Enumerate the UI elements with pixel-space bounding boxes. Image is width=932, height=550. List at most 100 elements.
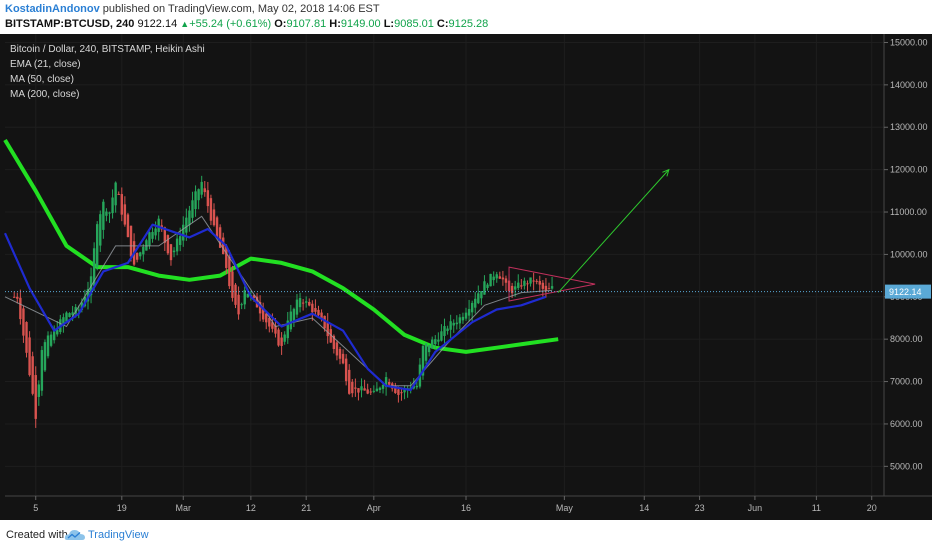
candle-body — [13, 296, 16, 298]
candle-body — [166, 235, 170, 254]
candle-body — [215, 217, 219, 238]
ma50-line — [3, 223, 547, 392]
candle-body — [464, 312, 468, 319]
candle-body — [486, 284, 489, 288]
candle-body — [461, 316, 465, 321]
x-tick-label: 11 — [812, 503, 821, 513]
candle-body — [240, 304, 243, 306]
candle-body — [338, 348, 342, 359]
author-link[interactable]: KostadinAndonov — [5, 3, 100, 15]
candle-body — [40, 350, 44, 391]
candle-body — [440, 331, 443, 341]
candle-body — [378, 387, 382, 391]
candle-body — [56, 329, 59, 335]
candle-body — [182, 224, 185, 241]
candle-body — [541, 282, 545, 289]
published-text: published on TradingView.com, May 02, 20… — [102, 3, 380, 15]
y-tick-label: 6000.00 — [890, 419, 923, 429]
candle-body — [381, 384, 385, 389]
symbol-label: BITSTAMP:BTCUSD, 240 — [5, 18, 135, 30]
candle-body — [304, 301, 308, 303]
candle-body — [547, 288, 551, 290]
candle-body — [102, 201, 105, 230]
candle-body — [421, 345, 425, 376]
candle-body — [326, 322, 329, 337]
x-tick-label: 14 — [639, 503, 649, 513]
candle-body — [271, 322, 274, 329]
candle-body — [323, 315, 326, 329]
y-tick-label: 10000.00 — [890, 249, 928, 259]
x-tick-label: 5 — [33, 503, 38, 513]
arrow-head-icon — [662, 168, 670, 177]
candle-body — [286, 320, 289, 339]
candle-body — [157, 218, 160, 232]
footer: Created with TradingView — [0, 520, 932, 550]
chart-area[interactable]: 5000.006000.007000.008000.009000.0010000… — [0, 34, 932, 520]
candle-body — [92, 248, 96, 286]
low-label: L: — [383, 18, 395, 30]
candle-body — [86, 289, 90, 302]
candle-body — [206, 190, 210, 207]
candle-body — [510, 285, 514, 294]
price-chart[interactable]: 5000.006000.007000.008000.009000.0010000… — [0, 34, 932, 520]
candle-body — [209, 198, 213, 221]
high-value: 9149.00 — [340, 18, 381, 30]
x-tick-label: Apr — [367, 503, 381, 513]
candle-body — [120, 194, 123, 215]
candle-body — [99, 214, 102, 246]
candle-body — [314, 307, 317, 312]
low-value: 9085.01 — [394, 18, 434, 30]
candle-body — [43, 342, 47, 371]
candle-body — [252, 295, 256, 298]
candle-body — [62, 317, 65, 326]
candle-body — [231, 271, 234, 298]
candle-body — [320, 312, 323, 320]
candle-body — [369, 391, 372, 393]
candle-body — [280, 337, 283, 346]
candle-body — [188, 210, 191, 226]
ema21-line — [4, 215, 553, 387]
candle-body — [523, 280, 526, 286]
y-tick-label: 13000.00 — [890, 122, 928, 132]
candle-body — [332, 335, 336, 349]
candle-body — [142, 246, 145, 255]
candle-body — [458, 317, 462, 324]
candle-body — [492, 276, 495, 281]
candle-body — [172, 250, 176, 253]
candle-body — [526, 283, 529, 285]
candle-body — [139, 252, 142, 257]
candle-body — [31, 356, 34, 394]
candle-body — [234, 284, 237, 305]
candle-body — [22, 308, 25, 336]
candle-body — [111, 197, 114, 214]
x-tick-label: 12 — [246, 503, 256, 513]
candle-body — [455, 322, 458, 325]
candle-body — [178, 236, 182, 245]
candle-body — [212, 209, 216, 226]
close-label: C: — [436, 18, 449, 30]
candle-body — [96, 224, 99, 268]
candle-body — [16, 296, 19, 299]
candle-body — [191, 200, 194, 218]
candle-body — [126, 214, 130, 238]
candle-body — [335, 342, 339, 356]
candle-body — [163, 227, 167, 243]
candle-body — [154, 228, 157, 236]
candle-body — [197, 189, 200, 201]
x-tick-label: 16 — [461, 503, 471, 513]
tradingview-brand[interactable]: TradingView — [88, 529, 149, 541]
candle-body — [360, 386, 363, 391]
candle-body — [311, 303, 314, 313]
legend-ma50: MA (50, close) — [10, 74, 74, 85]
candle-body — [427, 345, 431, 353]
candle-body — [501, 277, 505, 280]
last-price-value: 9122.14 — [137, 18, 178, 30]
candle-body — [169, 244, 173, 261]
candle-body — [261, 307, 265, 320]
y-tick-label: 14000.00 — [890, 80, 928, 90]
legend-symbol: Bitcoin / Dollar, 240, BITSTAMP, Heikin … — [10, 44, 205, 55]
candle-body — [200, 181, 203, 195]
candle-body — [218, 227, 222, 248]
candle-body — [477, 293, 480, 304]
candle-body — [384, 377, 388, 387]
